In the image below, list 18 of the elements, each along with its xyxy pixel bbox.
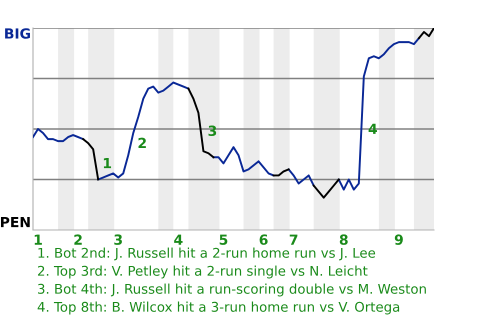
annotation: 3 (208, 126, 216, 136)
annotation: 2 (138, 138, 146, 148)
text: 3. Bot 4th: J. Russell hit a run-scoring double vs M. Weston (38, 284, 426, 296)
x-tick-label: 2 (74, 234, 82, 245)
x-tick-label: 4 (174, 234, 183, 245)
x-tick-label: 3 (114, 234, 122, 245)
text: BIG (5, 28, 30, 39)
text: 4. Top 8th: B. Wilcox hit a 3-run home run vs V. Ortega (38, 302, 400, 314)
text: PEN (0, 216, 30, 228)
text: 2. Top 3rd: V. Petley hit a 2-run single vs N. Leicht (38, 266, 368, 278)
annotation: 1 (104, 158, 112, 168)
x-tick-label: 6 (260, 234, 268, 245)
text: 1. Bot 2nd: J. Russell hit a 2-run home run vs J. Lee (38, 248, 376, 260)
x-tick-label: 1 (34, 234, 42, 245)
x-tick-label: 5 (220, 234, 228, 245)
x-tick-label: 7 (290, 234, 298, 245)
x-tick-label: 9 (394, 234, 403, 245)
x-tick-label: 8 (340, 234, 348, 245)
